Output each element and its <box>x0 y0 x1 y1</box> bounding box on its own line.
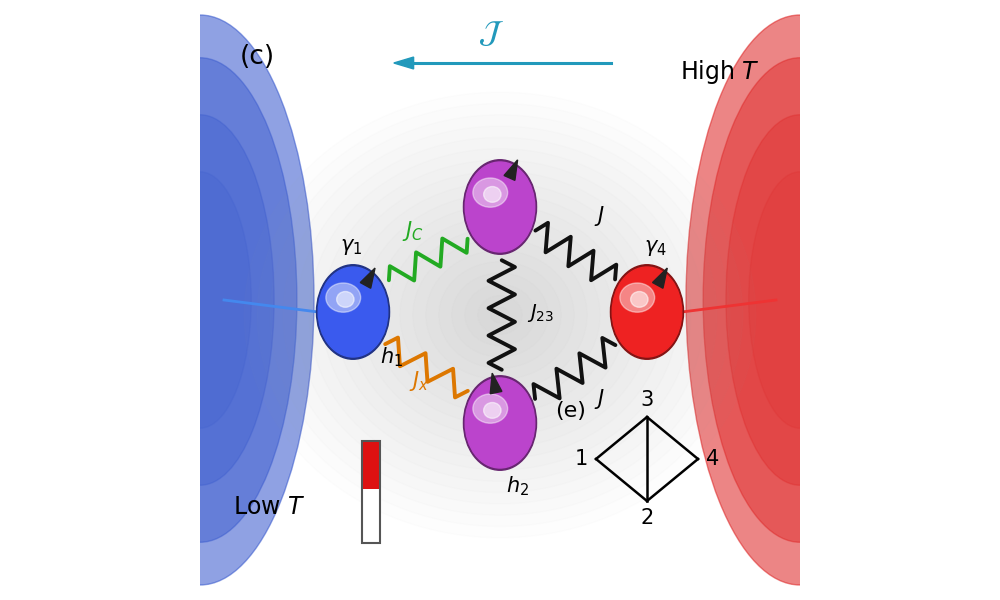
Text: Low $T$: Low $T$ <box>233 495 305 519</box>
Ellipse shape <box>337 292 354 307</box>
Text: 4: 4 <box>706 449 720 469</box>
Text: 2: 2 <box>640 508 654 528</box>
Ellipse shape <box>484 403 501 418</box>
Ellipse shape <box>149 172 251 428</box>
Ellipse shape <box>473 394 508 423</box>
Ellipse shape <box>484 187 501 202</box>
FancyBboxPatch shape <box>362 489 380 543</box>
Ellipse shape <box>686 15 914 585</box>
Text: $J$: $J$ <box>594 204 604 228</box>
Ellipse shape <box>326 283 361 312</box>
Ellipse shape <box>318 267 388 357</box>
Text: 3: 3 <box>640 390 654 410</box>
Text: $J_x$: $J_x$ <box>409 369 429 393</box>
Ellipse shape <box>620 283 655 312</box>
Ellipse shape <box>126 115 274 485</box>
Polygon shape <box>504 160 518 181</box>
Ellipse shape <box>612 267 682 357</box>
Text: $J_{23}$: $J_{23}$ <box>527 302 554 324</box>
Ellipse shape <box>749 172 851 428</box>
Text: High $T$: High $T$ <box>680 58 760 86</box>
Text: (e): (e) <box>555 401 586 421</box>
Polygon shape <box>653 268 667 288</box>
Text: $h_1$: $h_1$ <box>380 345 403 369</box>
FancyBboxPatch shape <box>362 441 380 489</box>
Ellipse shape <box>463 376 537 470</box>
Ellipse shape <box>465 378 535 468</box>
Ellipse shape <box>610 265 684 359</box>
Text: $h_2$: $h_2$ <box>506 474 529 498</box>
Text: (c): (c) <box>239 44 275 70</box>
Text: $\gamma_1$: $\gamma_1$ <box>340 237 362 257</box>
Ellipse shape <box>86 15 314 585</box>
Ellipse shape <box>726 115 874 485</box>
Ellipse shape <box>463 160 537 254</box>
Text: 1: 1 <box>574 449 588 469</box>
Text: $\mathcal{J}$: $\mathcal{J}$ <box>478 19 504 47</box>
Ellipse shape <box>631 292 648 307</box>
Ellipse shape <box>465 162 535 252</box>
Ellipse shape <box>316 265 390 359</box>
Text: $J_C$: $J_C$ <box>402 219 424 243</box>
Text: $\gamma_4$: $\gamma_4$ <box>644 238 667 258</box>
Ellipse shape <box>103 58 297 542</box>
Ellipse shape <box>473 178 508 207</box>
Polygon shape <box>394 57 414 69</box>
Polygon shape <box>490 373 502 394</box>
Ellipse shape <box>703 58 897 542</box>
Text: $J$: $J$ <box>594 387 604 411</box>
Polygon shape <box>360 268 375 288</box>
